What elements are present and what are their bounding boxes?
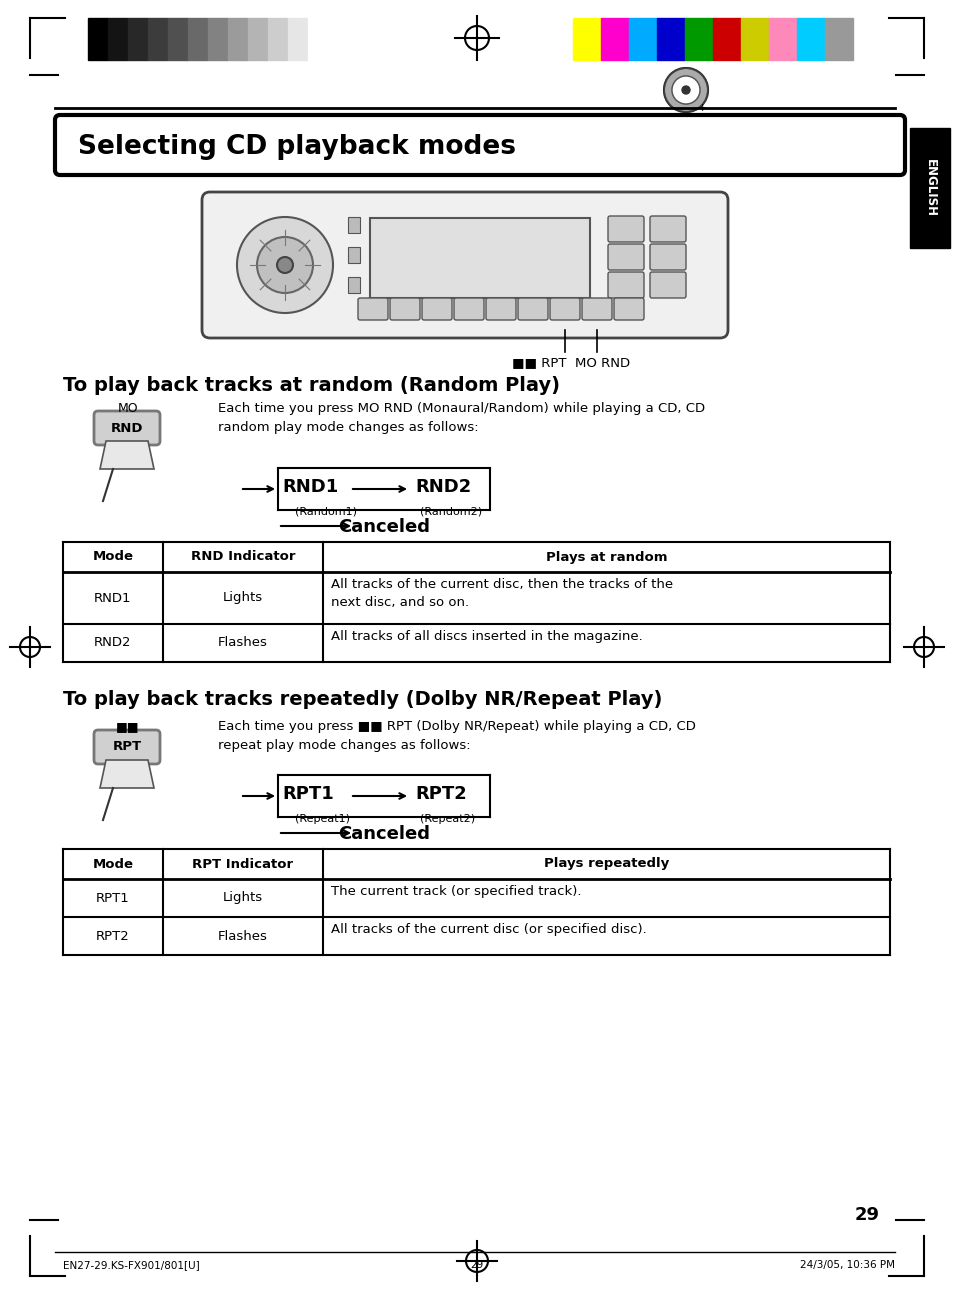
Bar xyxy=(348,277,359,292)
Text: RND2: RND2 xyxy=(415,477,471,496)
Text: +: + xyxy=(697,104,706,113)
Bar xyxy=(108,18,128,60)
Text: 29: 29 xyxy=(470,1260,483,1269)
Text: 29: 29 xyxy=(854,1206,879,1224)
Text: (Repeat2): (Repeat2) xyxy=(419,814,475,824)
Text: Plays repeatedly: Plays repeatedly xyxy=(543,858,668,871)
Bar xyxy=(308,18,328,60)
Bar xyxy=(684,18,712,60)
Bar xyxy=(188,18,208,60)
Bar xyxy=(288,18,308,60)
FancyBboxPatch shape xyxy=(55,115,904,175)
FancyBboxPatch shape xyxy=(94,411,160,445)
Text: To play back tracks at random (Random Play): To play back tracks at random (Random Pl… xyxy=(63,377,559,395)
Text: Lights: Lights xyxy=(223,892,263,905)
Bar xyxy=(248,18,268,60)
Text: RPT: RPT xyxy=(112,740,141,753)
FancyBboxPatch shape xyxy=(614,298,643,320)
Text: (Repeat1): (Repeat1) xyxy=(294,814,350,824)
Text: RND1: RND1 xyxy=(282,477,338,496)
Bar xyxy=(228,18,248,60)
Polygon shape xyxy=(100,441,153,468)
Text: All tracks of the current disc, then the tracks of the
next disc, and so on.: All tracks of the current disc, then the… xyxy=(331,578,673,609)
Circle shape xyxy=(681,85,689,94)
Text: The current track (or specified track).: The current track (or specified track). xyxy=(331,885,581,898)
Text: RND1: RND1 xyxy=(94,591,132,604)
Bar xyxy=(600,18,628,60)
Bar xyxy=(824,18,852,60)
Text: (Random1): (Random1) xyxy=(294,507,356,518)
Text: EN27-29.KS-FX901/801[U]: EN27-29.KS-FX901/801[U] xyxy=(63,1260,199,1269)
Polygon shape xyxy=(100,760,153,788)
Text: RPT2: RPT2 xyxy=(96,929,130,942)
FancyBboxPatch shape xyxy=(485,298,516,320)
Text: MO: MO xyxy=(117,402,138,415)
Text: Canceled: Canceled xyxy=(337,826,430,842)
Text: RND2: RND2 xyxy=(94,637,132,650)
Bar xyxy=(768,18,796,60)
FancyBboxPatch shape xyxy=(649,216,685,242)
Bar xyxy=(909,128,949,248)
FancyBboxPatch shape xyxy=(607,216,643,242)
Bar xyxy=(88,18,108,60)
Circle shape xyxy=(256,237,313,292)
Text: RPT Indicator: RPT Indicator xyxy=(193,858,294,871)
Circle shape xyxy=(276,258,293,273)
Text: Mode: Mode xyxy=(92,550,133,563)
Text: RPT2: RPT2 xyxy=(415,785,466,804)
Bar xyxy=(657,18,684,60)
Text: Mode: Mode xyxy=(92,858,133,871)
Bar xyxy=(208,18,228,60)
Bar xyxy=(573,18,600,60)
FancyBboxPatch shape xyxy=(607,245,643,270)
Text: Plays at random: Plays at random xyxy=(545,550,666,563)
Bar xyxy=(128,18,148,60)
Text: Each time you press ■■ RPT (Dolby NR/Repeat) while playing a CD, CD
repeat play : Each time you press ■■ RPT (Dolby NR/Rep… xyxy=(218,719,695,752)
Text: ■■: ■■ xyxy=(116,719,139,732)
Text: 24/3/05, 10:36 PM: 24/3/05, 10:36 PM xyxy=(800,1260,894,1269)
FancyBboxPatch shape xyxy=(581,298,612,320)
Bar xyxy=(168,18,188,60)
Circle shape xyxy=(236,217,333,313)
FancyBboxPatch shape xyxy=(649,245,685,270)
Bar xyxy=(148,18,168,60)
Text: Flashes: Flashes xyxy=(218,929,268,942)
Text: Lights: Lights xyxy=(223,591,263,604)
FancyBboxPatch shape xyxy=(390,298,419,320)
Bar xyxy=(370,217,589,298)
Bar xyxy=(712,18,740,60)
FancyBboxPatch shape xyxy=(94,730,160,763)
Bar xyxy=(348,247,359,263)
Text: Canceled: Canceled xyxy=(337,518,430,536)
FancyBboxPatch shape xyxy=(421,298,452,320)
Circle shape xyxy=(671,76,700,104)
Text: (Random2): (Random2) xyxy=(419,507,481,518)
Text: All tracks of the current disc (or specified disc).: All tracks of the current disc (or speci… xyxy=(331,923,646,936)
FancyBboxPatch shape xyxy=(202,192,727,338)
Bar xyxy=(348,217,359,233)
Text: RPT1: RPT1 xyxy=(96,892,130,905)
FancyBboxPatch shape xyxy=(357,298,388,320)
Text: RND: RND xyxy=(111,422,143,435)
Text: ■■ RPT  MO RND: ■■ RPT MO RND xyxy=(512,357,629,370)
Text: Each time you press MO RND (Monaural/Random) while playing a CD, CD
random play : Each time you press MO RND (Monaural/Ran… xyxy=(218,402,704,433)
Circle shape xyxy=(663,69,707,113)
Text: To play back tracks repeatedly (Dolby NR/Repeat Play): To play back tracks repeatedly (Dolby NR… xyxy=(63,690,661,709)
Bar xyxy=(796,18,824,60)
FancyBboxPatch shape xyxy=(607,272,643,298)
FancyBboxPatch shape xyxy=(550,298,579,320)
Text: RND Indicator: RND Indicator xyxy=(191,550,294,563)
Text: ENGLISH: ENGLISH xyxy=(923,159,936,217)
Bar xyxy=(268,18,288,60)
Bar xyxy=(628,18,657,60)
FancyBboxPatch shape xyxy=(649,272,685,298)
FancyBboxPatch shape xyxy=(517,298,547,320)
Bar xyxy=(740,18,768,60)
Text: Selecting CD playback modes: Selecting CD playback modes xyxy=(78,135,516,160)
Text: Flashes: Flashes xyxy=(218,637,268,650)
Text: RPT1: RPT1 xyxy=(282,785,334,804)
FancyBboxPatch shape xyxy=(454,298,483,320)
Text: All tracks of all discs inserted in the magazine.: All tracks of all discs inserted in the … xyxy=(331,630,642,643)
